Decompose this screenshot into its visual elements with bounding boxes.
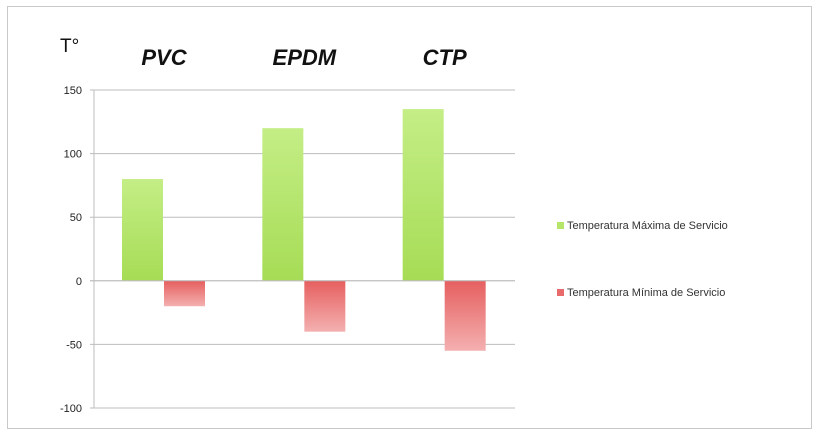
bars xyxy=(90,109,515,351)
bar-pvc-series-1 xyxy=(122,179,163,281)
y-tick-label: 50 xyxy=(70,212,82,224)
legend: Temperatura Máxima de Servicio Temperatur… xyxy=(557,220,728,299)
y-tick-label: -100 xyxy=(60,403,82,415)
bar-epdm-series-2 xyxy=(304,280,346,332)
bar-ctp-series-1 xyxy=(402,109,444,281)
y-tick-label: 100 xyxy=(64,149,82,161)
y-tick-labels: 150 100 50 0 -50 -100 xyxy=(60,85,82,415)
category-labels: PVC EPDM CTP xyxy=(141,45,467,70)
legend-swatch xyxy=(557,222,564,229)
category-label: EPDM xyxy=(273,45,337,70)
y-axis-label: T° xyxy=(60,36,79,57)
category-label: PVC xyxy=(141,45,187,70)
bar-epdm-series-1 xyxy=(262,128,304,281)
bar-pvc-series-2 xyxy=(164,280,205,307)
bar-ctp-series-2 xyxy=(444,280,486,351)
gridlines xyxy=(90,89,515,409)
y-tick-label: -50 xyxy=(66,339,82,351)
y-tick-label: 0 xyxy=(76,276,82,288)
legend-label: Temperatura Máxima de Servicio xyxy=(567,220,728,232)
legend-label: Temperatura Mínima de Servicio xyxy=(567,287,725,299)
category-label: CTP xyxy=(423,45,467,70)
y-tick-label: 150 xyxy=(64,85,82,97)
legend-swatch xyxy=(557,289,564,296)
